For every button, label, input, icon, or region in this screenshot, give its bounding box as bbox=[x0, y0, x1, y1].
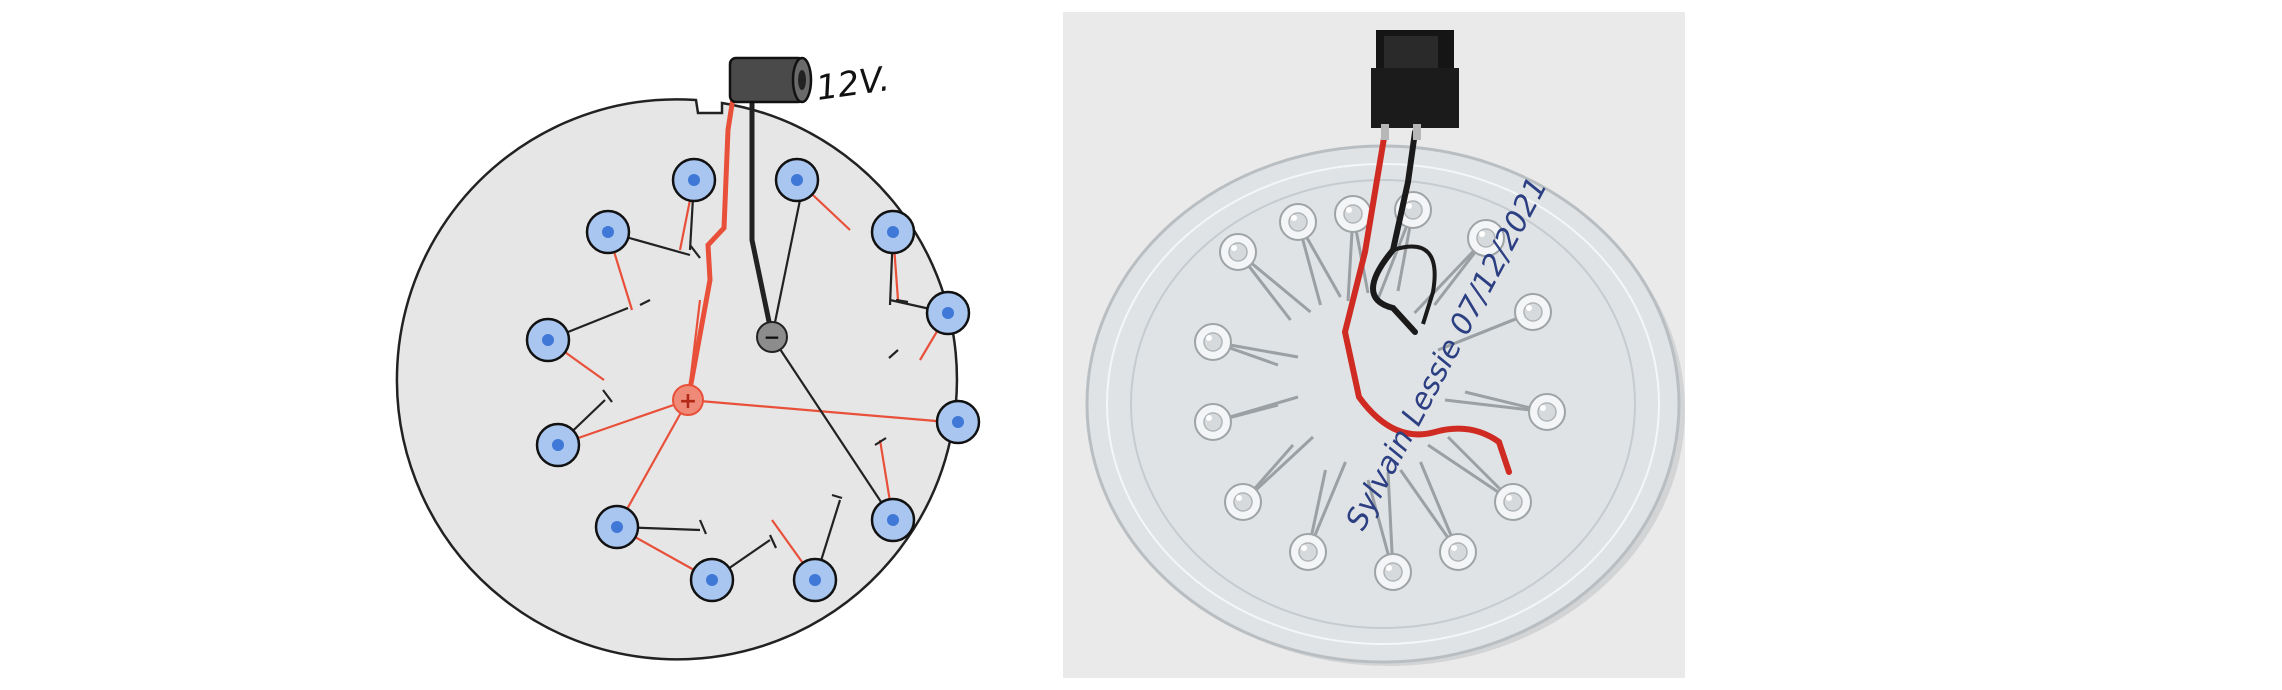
photo-dc-jack-icon bbox=[1371, 30, 1459, 140]
negative-symbol: − bbox=[764, 325, 781, 349]
photo-led-icon bbox=[1224, 483, 1262, 521]
acrylic-highlight bbox=[1106, 163, 1660, 645]
photo-led-icon bbox=[1528, 393, 1566, 431]
photo-red-wire bbox=[1341, 129, 1512, 475]
led-icon bbox=[792, 557, 838, 603]
photo-led-icon bbox=[1374, 553, 1412, 591]
photo-led-icon bbox=[1194, 323, 1232, 361]
led-icon bbox=[935, 399, 981, 445]
positive-terminal bbox=[672, 384, 704, 416]
wiring-diagram: + − 12V. bbox=[395, 56, 981, 661]
led-icon bbox=[870, 209, 916, 255]
photo-led-icon bbox=[1467, 219, 1505, 257]
photo-led-icon bbox=[1194, 403, 1232, 441]
photo-led-icon bbox=[1289, 533, 1327, 571]
photo-leds bbox=[1194, 191, 1566, 591]
led-icon bbox=[585, 209, 631, 255]
led-icon bbox=[925, 290, 971, 336]
round-board bbox=[395, 98, 959, 661]
voltage-label: 12V. bbox=[814, 59, 892, 109]
photo-led-icon bbox=[1334, 195, 1372, 233]
photo-led-icon bbox=[1439, 533, 1477, 571]
led-group bbox=[525, 157, 981, 603]
led-icon bbox=[774, 157, 820, 203]
led-icon bbox=[870, 497, 916, 543]
photo-black-wire bbox=[1370, 129, 1418, 335]
dc-jack-icon bbox=[728, 56, 813, 104]
acrylic-inner-rim bbox=[1130, 179, 1636, 629]
led-icon bbox=[689, 557, 735, 603]
negative-terminal bbox=[756, 321, 788, 353]
led-icon bbox=[594, 504, 640, 550]
photo-black-loop bbox=[1392, 244, 1437, 325]
photo-led-icon bbox=[1514, 293, 1552, 331]
led-icon bbox=[535, 422, 581, 468]
photo-led-icon bbox=[1494, 483, 1532, 521]
photo-led-icon bbox=[1219, 233, 1257, 271]
led-icon bbox=[525, 317, 571, 363]
main-negative-wire bbox=[749, 76, 775, 337]
led-icon bbox=[671, 157, 717, 203]
led-board-photo: Sylvain Lessie 07/12/2021 bbox=[1063, 12, 1685, 678]
main-positive-wire bbox=[685, 71, 740, 401]
photo-led-icon bbox=[1279, 203, 1317, 241]
positive-symbol: + bbox=[679, 389, 697, 414]
